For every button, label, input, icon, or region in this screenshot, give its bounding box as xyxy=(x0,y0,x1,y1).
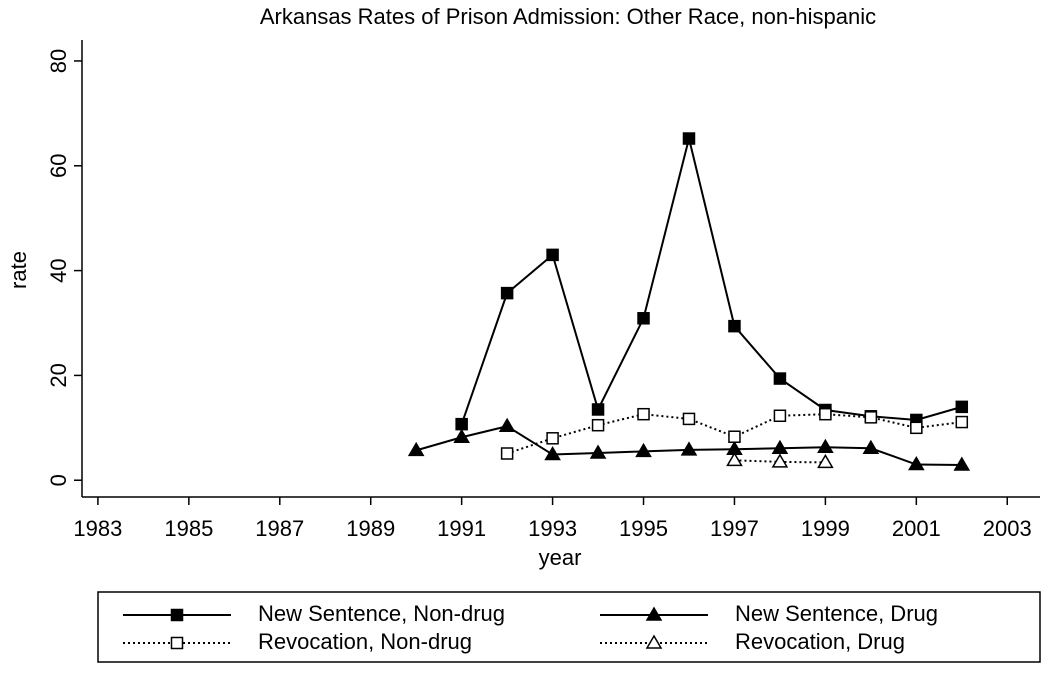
chart-title: Arkansas Rates of Prison Admission: Othe… xyxy=(260,4,876,29)
marker xyxy=(682,132,696,145)
marker xyxy=(955,400,969,414)
y-tick-label: 0 xyxy=(46,474,71,486)
marker xyxy=(591,403,605,416)
x-tick-label: 1995 xyxy=(619,516,668,541)
x-axis-label: year xyxy=(539,545,582,570)
x-tick-label: 1989 xyxy=(346,516,395,541)
marker xyxy=(544,446,561,461)
y-tick-label: 60 xyxy=(46,154,71,178)
legend-marker xyxy=(645,634,663,649)
legend-label: Revocation, Drug xyxy=(735,629,905,654)
marker xyxy=(637,312,650,325)
x-tick-label: 1983 xyxy=(73,516,122,541)
legend-marker xyxy=(645,606,663,621)
x-tick-label: 2001 xyxy=(892,516,941,541)
legend-label: Revocation, Non-drug xyxy=(258,629,472,654)
marker xyxy=(498,417,516,432)
marker xyxy=(953,456,971,471)
marker xyxy=(589,444,607,459)
x-tick-label: 1999 xyxy=(801,516,850,541)
marker xyxy=(500,286,514,300)
x-tick-label: 1993 xyxy=(528,516,577,541)
marker xyxy=(635,442,652,458)
marker xyxy=(726,451,743,467)
marker xyxy=(680,441,698,456)
legend-label: New Sentence, Drug xyxy=(735,601,938,626)
marker xyxy=(819,407,832,421)
x-tick-label: 1991 xyxy=(437,516,486,541)
marker xyxy=(455,417,468,431)
x-tick-label: 1997 xyxy=(710,516,759,541)
legend-label: New Sentence, Non-drug xyxy=(258,601,505,626)
marker xyxy=(591,418,605,432)
marker xyxy=(773,372,787,385)
legend-marker xyxy=(170,636,184,650)
marker xyxy=(407,441,425,457)
series-line xyxy=(460,138,963,425)
marker xyxy=(771,453,789,468)
marker xyxy=(500,447,514,460)
x-tick-label: 2003 xyxy=(983,516,1032,541)
marker xyxy=(771,439,789,455)
marker xyxy=(864,411,878,424)
marker xyxy=(908,456,925,471)
y-axis-label: rate xyxy=(6,251,31,289)
marker xyxy=(682,412,696,426)
marker xyxy=(546,432,559,445)
marker xyxy=(817,438,834,453)
x-tick-label: 1987 xyxy=(255,516,304,541)
marker xyxy=(773,409,787,423)
y-tick-label: 20 xyxy=(46,363,71,387)
marker xyxy=(728,430,741,443)
legend-marker xyxy=(170,608,184,622)
marker xyxy=(546,248,559,262)
marker xyxy=(453,428,470,444)
legend-box xyxy=(97,591,1041,663)
y-tick-label: 40 xyxy=(46,258,71,282)
marker xyxy=(955,415,969,429)
x-tick-label: 1985 xyxy=(164,516,213,541)
marker xyxy=(862,439,880,455)
marker xyxy=(817,453,834,469)
marker xyxy=(910,421,923,435)
marker xyxy=(728,319,741,333)
marker xyxy=(637,407,650,421)
y-tick-label: 80 xyxy=(46,49,71,73)
